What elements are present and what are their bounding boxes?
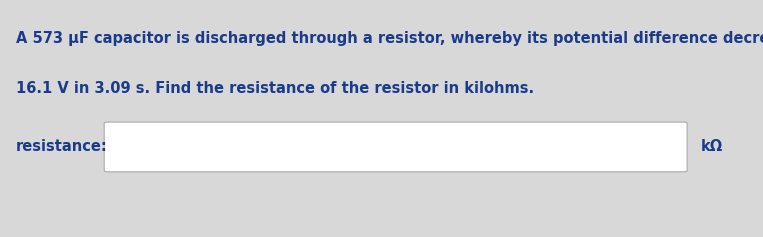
Text: resistance:: resistance: (16, 139, 108, 155)
Text: A 573 μF capacitor is discharged through a resistor, whereby its potential diffe: A 573 μF capacitor is discharged through… (16, 31, 763, 46)
Text: 16.1 V in 3.09 s. Find the resistance of the resistor in kilohms.: 16.1 V in 3.09 s. Find the resistance of… (16, 81, 534, 96)
Text: kΩ: kΩ (701, 139, 723, 155)
FancyBboxPatch shape (105, 122, 687, 172)
